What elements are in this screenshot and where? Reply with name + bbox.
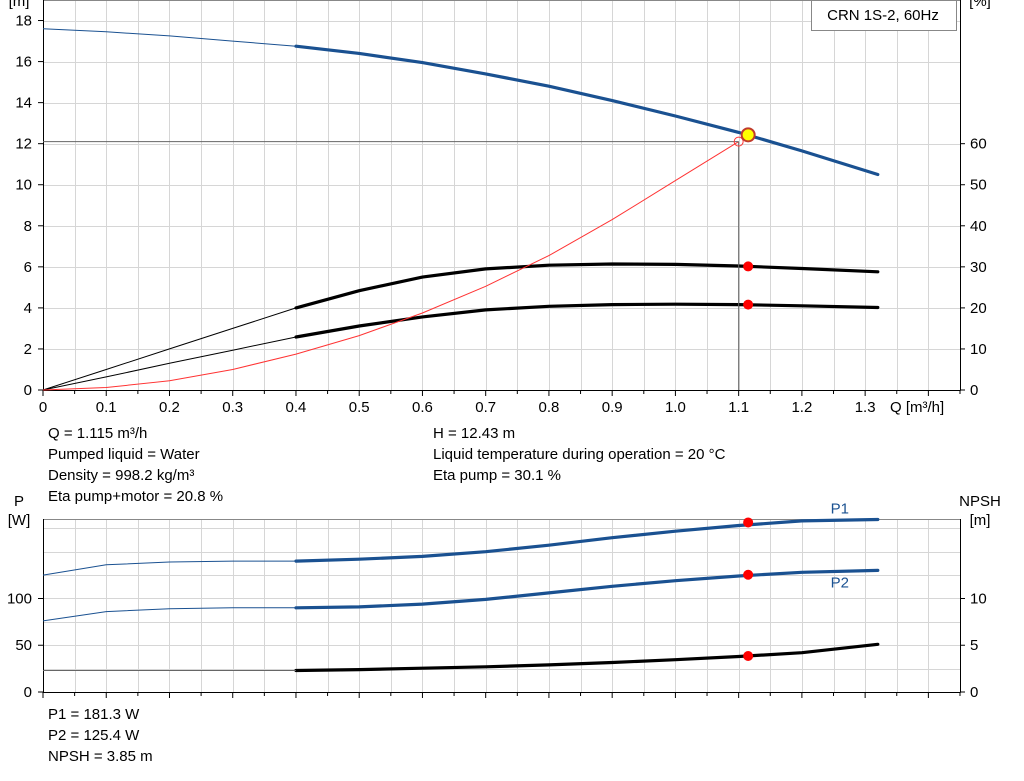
panel1-y-right-tick-label: 10	[970, 590, 987, 607]
panel0-y-left-tick-label: 10	[15, 177, 32, 194]
panel1-y-right-tick-label: 0	[970, 684, 978, 701]
panel1-y-left-label-unit: [W]	[8, 512, 31, 529]
panel0-x-tick-label: 1.1	[728, 399, 749, 416]
panel1-y-right-label-unit: [m]	[970, 512, 991, 529]
panel1-y-right-tick-label: 5	[970, 637, 978, 654]
info-flow: Q = 1.115 m³/h	[48, 425, 148, 442]
power-operating-marker-3	[743, 650, 754, 661]
system-curve-thin	[42, 141, 739, 391]
power-operating-marker-1	[743, 517, 754, 528]
info-density: Density = 998.2 kg/m³	[48, 467, 195, 484]
panel0-y-left-tick-label: 18	[15, 13, 32, 30]
chart-title-box	[811, 0, 957, 31]
panel0-y-left-tick-label: 6	[24, 259, 32, 276]
panel1-y-left-label-name: P	[14, 493, 24, 510]
p2-series-label: P2	[831, 574, 849, 591]
panel0-y-right-tick-label: 50	[970, 177, 987, 194]
panel0-x-tick-label: 0.3	[222, 399, 243, 416]
panel0-y-right-tick-label: 60	[970, 136, 987, 153]
eta-pump-curve-thick	[294, 262, 880, 310]
info-top-left: Q = 1.115 m³/h Pumped liquid = Water Den…	[48, 423, 223, 507]
panel0-x-axis-label: Q [m³/h]	[890, 399, 944, 416]
eta-pump-motor-curve-thin	[42, 336, 297, 391]
panel0-x-tick-label: 1.3	[855, 399, 876, 416]
npsh-curve-thick	[294, 642, 880, 673]
panel1-y-left-tick-label: 0	[24, 684, 32, 701]
info-bottom: P1 = 181.3 W P2 = 125.4 W NPSH = 3.85 m	[48, 704, 153, 767]
panel1-y-right-label-name: NPSH	[959, 493, 1001, 510]
info-p2: P2 = 125.4 W	[48, 727, 140, 744]
power-operating-marker-2	[743, 569, 754, 580]
panel0-y-left-tick-label: 14	[15, 95, 32, 112]
eta-pump-motor-operating-marker	[743, 299, 754, 310]
info-head: H = 12.43 m	[433, 425, 516, 442]
panel0-x-tick-label: 0.5	[349, 399, 370, 416]
panel0-y-left-tick-label: 0	[24, 382, 32, 399]
head-curve-thick	[294, 44, 880, 177]
eta-pump-curve-thin	[42, 307, 297, 391]
panel0-y-left-tick-label: 8	[24, 218, 32, 235]
panel0-y-right-tick-label: 0	[970, 382, 978, 399]
info-eta-pump-motor: Eta pump+motor = 20.8 %	[48, 488, 224, 505]
panel0-x-tick-label: 1.0	[665, 399, 686, 416]
info-p1: P1 = 181.3 W	[48, 706, 140, 723]
panel0-y-left-tick-label: 12	[15, 136, 32, 153]
panel0-x-tick-label: 0.4	[286, 399, 307, 416]
chart-title: CRN 1S-2, 60Hz	[827, 7, 939, 24]
panel0-y-right-tick-label: 30	[970, 259, 987, 276]
eta-pump-motor-curve-thick	[294, 302, 880, 339]
head-curve-thin	[42, 28, 297, 47]
p1-series-label: P1	[831, 500, 849, 517]
panel0-y-right-tick-label: 10	[970, 341, 987, 358]
panel0-y-left-tick-label: 4	[24, 300, 32, 317]
p2-curve-thick	[294, 568, 880, 610]
info-top-right: H = 12.43 m Liquid temperature during op…	[433, 423, 725, 486]
panel0-x-tick-label: 0.1	[96, 399, 117, 416]
panel0-x-tick-label: 1.2	[791, 399, 812, 416]
panel0-y-right-tick-label: 20	[970, 300, 987, 317]
panel0-x-tick-label: 0.8	[539, 399, 560, 416]
operating-point-marker	[740, 127, 756, 143]
panel0-x-tick-label: 0.6	[412, 399, 433, 416]
panel0-x-tick-label: 0.9	[602, 399, 623, 416]
panel1-y-left-tick-label: 100	[7, 590, 32, 607]
panel0-y-left-label-unit: [m]	[9, 0, 30, 10]
panel0-x-tick-label: 0	[39, 399, 47, 416]
panel0-y-left-tick-label: 16	[15, 54, 32, 71]
panel0-y-left-tick-label: 2	[24, 341, 32, 358]
panel0-x-tick-label: 0.2	[159, 399, 180, 416]
p1-curve-thick	[294, 517, 880, 563]
p1-curve-thin	[42, 560, 296, 576]
p2-curve-thin	[42, 607, 296, 622]
eta-pump-operating-marker	[743, 261, 754, 272]
panel0-x-tick-label: 0.7	[475, 399, 496, 416]
info-eta-pump: Eta pump = 30.1 %	[433, 467, 561, 484]
system-curve-end-marker	[733, 136, 744, 147]
panel0-y-right-tick-label: 40	[970, 218, 987, 235]
info-temperature: Liquid temperature during operation = 20…	[433, 446, 726, 463]
info-liquid: Pumped liquid = Water	[48, 446, 200, 463]
panel0-y-right-label-unit: [%]	[969, 0, 991, 10]
panel1-y-left-tick-label: 50	[15, 637, 32, 654]
info-npsh: NPSH = 3.85 m	[48, 748, 153, 765]
panel0-plot-frame	[43, 0, 961, 391]
